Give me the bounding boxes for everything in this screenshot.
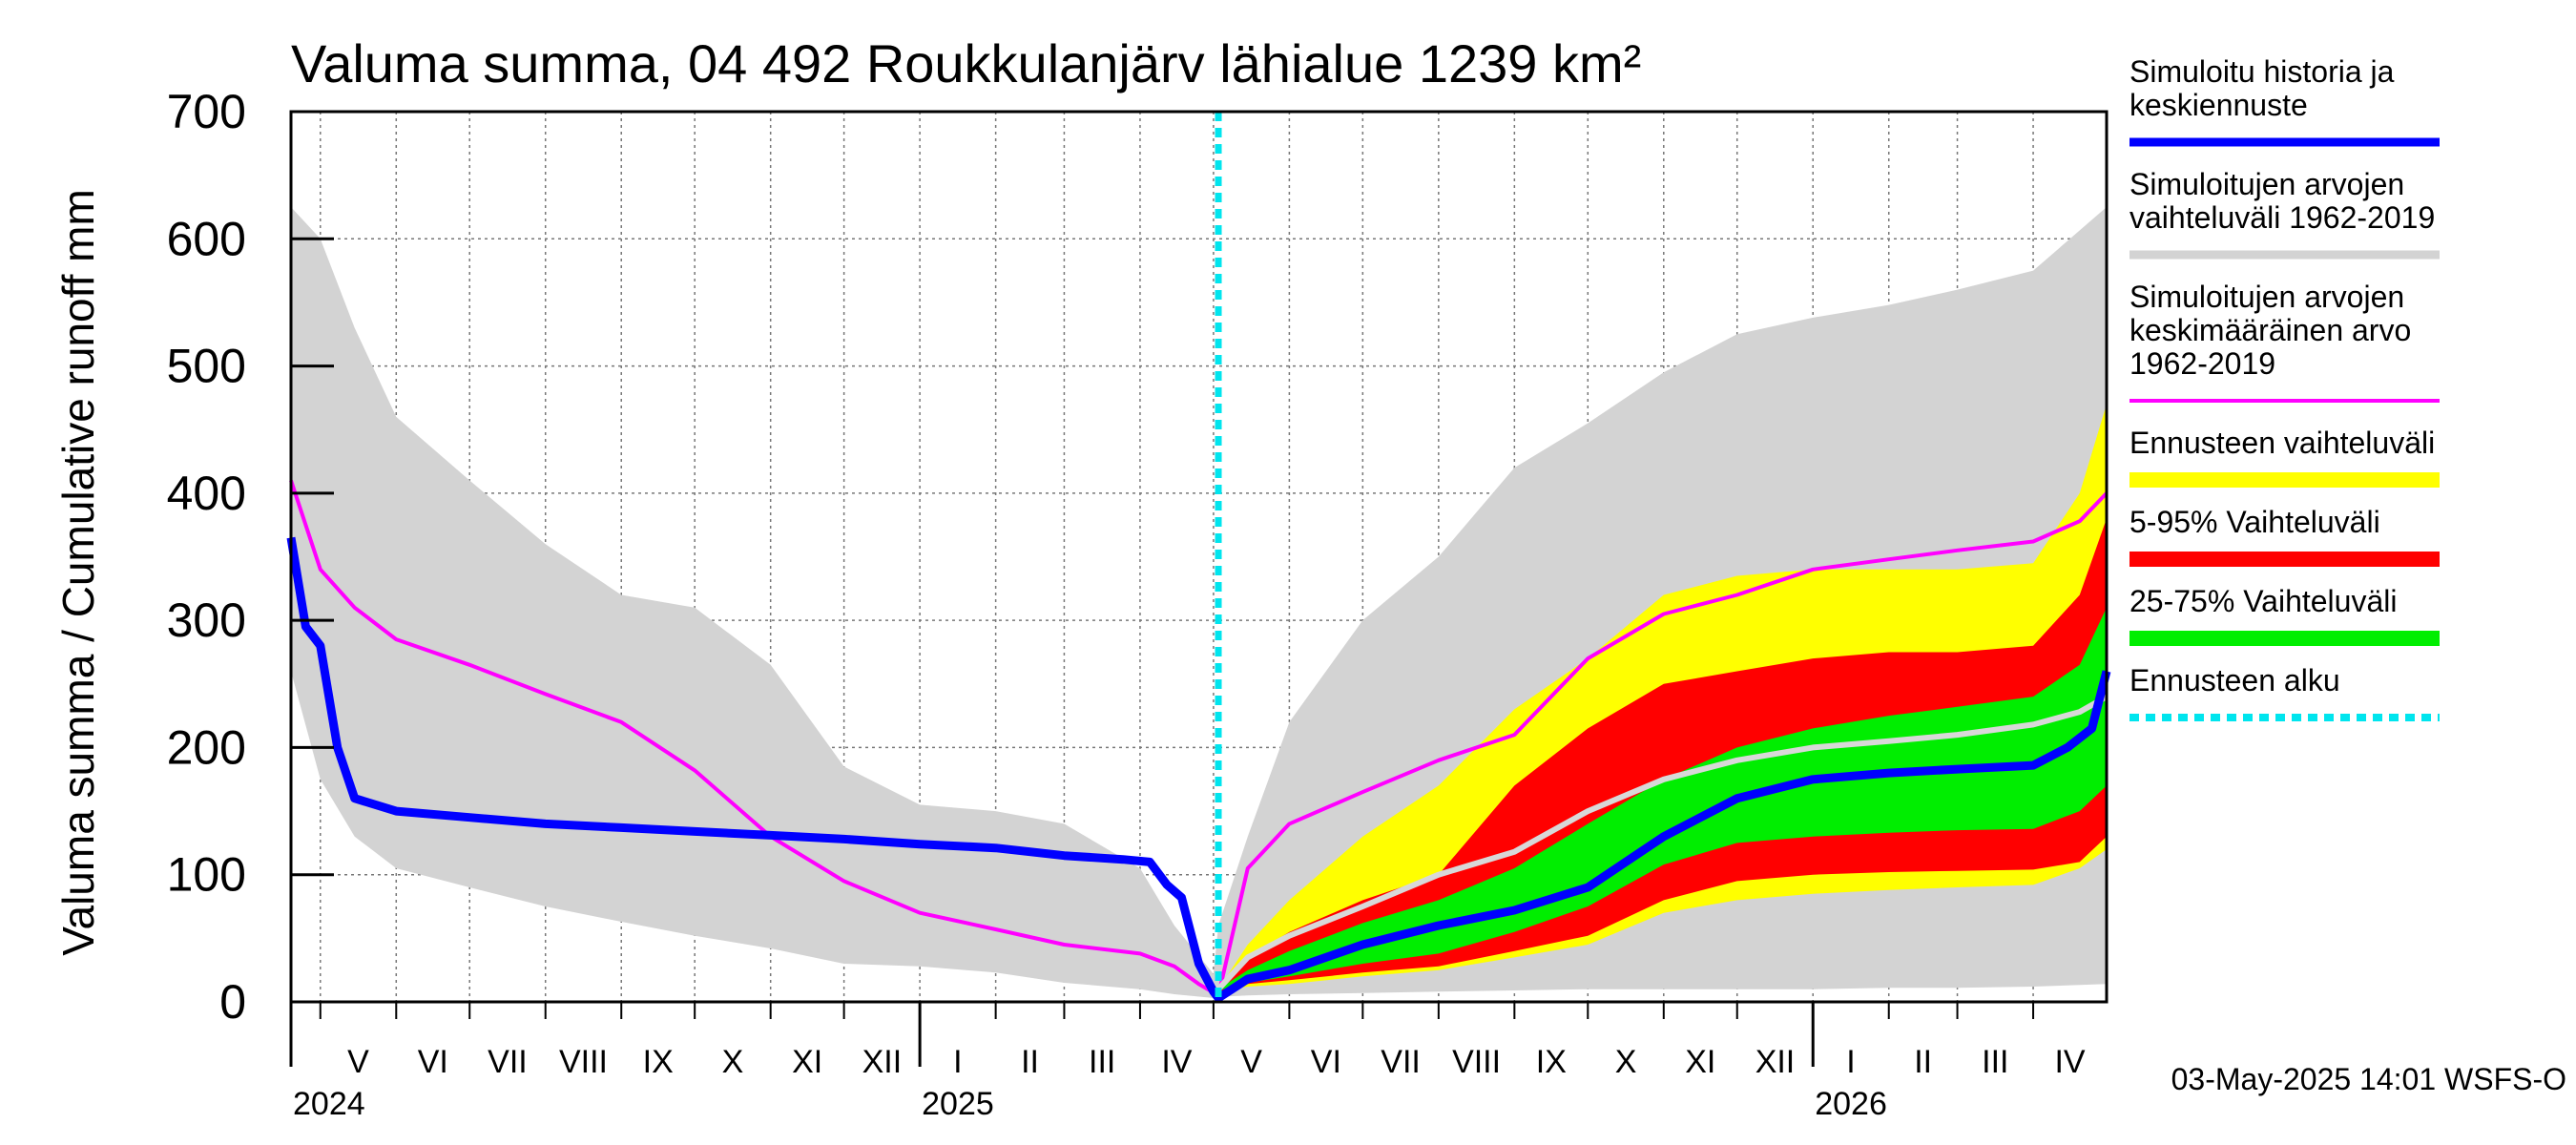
legend-label-2-2: 1962-2019	[2129, 346, 2275, 381]
x-tick-label-18: XI	[1685, 1044, 1715, 1080]
x-tick-label-3: VIII	[559, 1044, 608, 1080]
x-tick-label-0: V	[347, 1044, 369, 1080]
y-axis-label: Valuma summa / Cumulative runoff mm	[53, 189, 103, 956]
legend-label-2-1: keskimääräinen arvo	[2129, 313, 2411, 347]
y-tick-label-1: 100	[167, 848, 246, 902]
x-tick-label-4: IX	[643, 1044, 674, 1080]
legend-label-2: Simuloitujen arvojen	[2129, 280, 2404, 314]
y-tick-label-0: 0	[219, 975, 246, 1029]
plot-frame	[289, 110, 2109, 1004]
x-tick-label-16: IX	[1536, 1044, 1567, 1080]
x-tick-label-17: X	[1615, 1044, 1637, 1080]
timestamp-footer: 03-May-2025 14:01 WSFS-O	[2171, 1062, 2566, 1096]
x-tick-label-15: VIII	[1452, 1044, 1501, 1080]
legend-label-1: Simuloitujen arvojen	[2129, 167, 2404, 201]
band-3	[1218, 607, 2107, 990]
x-tick-label-19: XII	[1755, 1044, 1796, 1080]
legend-label-3: Ennusteen vaihteluväli	[2129, 426, 2435, 460]
y-tick-label-3: 300	[167, 593, 246, 647]
x-tick-label-13: VI	[1311, 1044, 1341, 1080]
legend-label-0: Simuloitu historia ja	[2129, 54, 2395, 89]
legend-label-1-1: vaihteluväli 1962-2019	[2129, 200, 2435, 235]
x-tick-label-10: III	[1089, 1044, 1115, 1080]
x-tick-label-23: IV	[2054, 1044, 2085, 1080]
x-tick-label-2: VII	[488, 1044, 528, 1080]
y-tick-label-2: 200	[167, 720, 246, 774]
year-label-0: 2024	[293, 1086, 365, 1122]
x-tick-label-5: X	[722, 1044, 744, 1080]
y-tick-label-7: 700	[167, 85, 246, 138]
y-tick-label-5: 500	[167, 340, 246, 393]
x-tick-label-11: IV	[1161, 1044, 1192, 1080]
year-label-1: 2025	[922, 1086, 994, 1122]
series-line-4	[289, 479, 2109, 998]
x-tick-label-12: V	[1240, 1044, 1262, 1080]
series-line-5	[1215, 694, 2109, 991]
year-label-2: 2026	[1815, 1086, 1887, 1122]
chart-title: Valuma summa, 04 492 Roukkulanjärv lähia…	[291, 33, 1641, 94]
y-tick-label-6: 600	[167, 212, 246, 265]
x-tick-label-22: III	[1982, 1044, 2008, 1080]
x-tick-label-6: XI	[792, 1044, 822, 1080]
x-tick-label-8: I	[953, 1044, 962, 1080]
x-tick-label-7: XII	[862, 1044, 903, 1080]
legend-label-5: 25-75% Vaihteluväli	[2129, 584, 2397, 618]
y-tick-label-4: 400	[167, 467, 246, 520]
series-line-6	[286, 536, 2111, 1003]
x-tick-label-21: II	[1914, 1044, 1932, 1080]
x-tick-label-20: I	[1846, 1044, 1855, 1080]
x-tick-label-1: VI	[418, 1044, 448, 1080]
x-tick-label-9: II	[1021, 1044, 1039, 1080]
legend-label-0-1: keskiennuste	[2129, 88, 2308, 122]
legend-label-6: Ennusteen alku	[2129, 663, 2340, 697]
legend-label-4: 5-95% Vaihteluväli	[2129, 505, 2380, 539]
x-tick-label-14: VII	[1381, 1044, 1421, 1080]
